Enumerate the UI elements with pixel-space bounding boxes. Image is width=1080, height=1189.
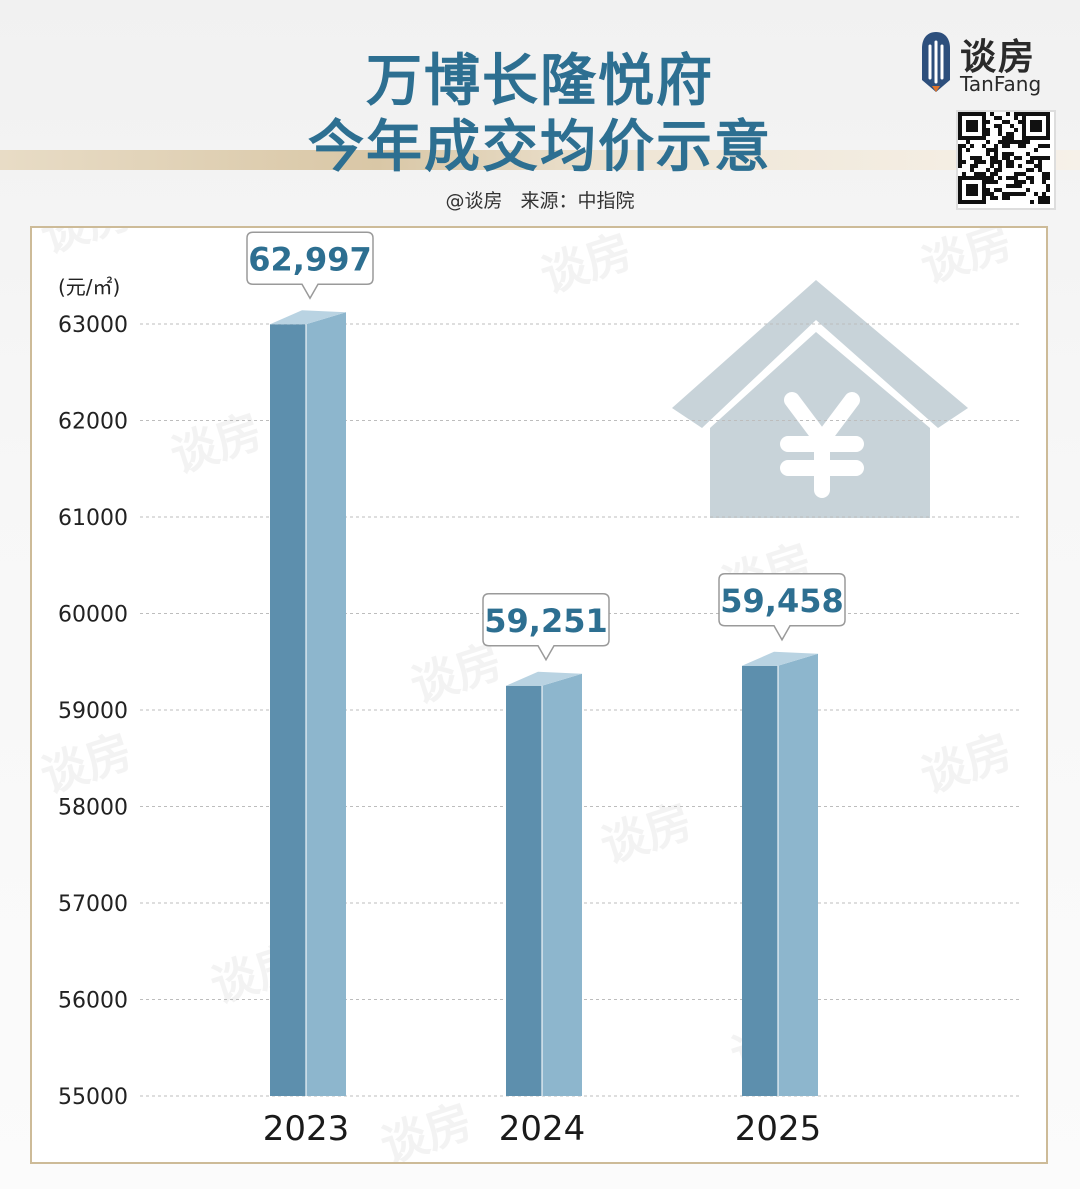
- watermark-text: 谈房: [914, 724, 1018, 804]
- bar-front-face: [506, 685, 542, 1096]
- logo-text-cn: 谈房: [960, 37, 1037, 78]
- house-roof: [672, 280, 968, 428]
- y-tick-label: 61000: [58, 506, 128, 531]
- bar-2025: [742, 651, 818, 1096]
- value-label-callout: 59,458: [718, 573, 846, 642]
- value-label-callout: 59,251: [482, 593, 610, 662]
- watermark-text: 谈房: [594, 794, 698, 874]
- bar-side-face: [542, 673, 582, 1096]
- credit-text: @谈房: [445, 190, 503, 212]
- y-tick-label: 55000: [58, 1085, 128, 1110]
- watermark-text: 谈房: [914, 228, 1018, 293]
- y-tick-label: 58000: [58, 796, 128, 821]
- y-axis-unit-label: (元/㎡): [58, 275, 120, 299]
- watermark-text: 谈房: [164, 404, 268, 484]
- bar-side-face: [778, 653, 818, 1096]
- y-tick-label: 60000: [58, 603, 128, 628]
- y-tick-label: 62000: [58, 410, 128, 435]
- bar-2023: [270, 310, 346, 1096]
- yen-symbol: [780, 392, 864, 498]
- bar-value-label: 59,458: [720, 582, 843, 620]
- callout-box: [718, 573, 846, 642]
- callout-box: [482, 593, 610, 662]
- bar-top-face: [270, 310, 346, 325]
- source-line: @谈房 来源：中指院: [0, 186, 1080, 213]
- qr-code-icon: [958, 112, 1050, 204]
- watermark-text: 谈房: [534, 228, 638, 303]
- chart-panel: 谈房谈房谈房谈房谈房谈房谈房谈房谈房谈房谈房谈房(元/㎡)63000620006…: [30, 226, 1048, 1164]
- watermark-text: 谈房: [34, 724, 138, 804]
- x-category-label: 2025: [735, 1109, 822, 1149]
- yen-bars: [780, 432, 864, 498]
- y-tick-label: 63000: [58, 313, 128, 338]
- bar-top-face: [742, 651, 818, 666]
- callout-box: [246, 231, 374, 300]
- x-category-label: 2023: [263, 1109, 350, 1149]
- watermark-text: 谈房: [34, 228, 138, 263]
- y-tick-label: 59000: [58, 699, 128, 724]
- bar-2024: [506, 671, 582, 1096]
- bar-value-label: 62,997: [248, 240, 371, 278]
- y-tick-label: 57000: [58, 892, 128, 917]
- bar-side-face: [306, 312, 346, 1096]
- source-text: 来源：中指院: [520, 190, 635, 212]
- value-label-callout: 62,997: [246, 231, 374, 300]
- header-band: [0, 150, 1080, 170]
- chart-title-line1: 万博长隆悦府: [366, 49, 714, 114]
- house-yen-icon: [672, 280, 968, 518]
- bar-chart: 谈房谈房谈房谈房谈房谈房谈房谈房谈房谈房谈房谈房(元/㎡)63000620006…: [34, 228, 1020, 1162]
- bar-front-face: [270, 324, 306, 1096]
- bar-front-face: [742, 665, 778, 1096]
- x-category-label: 2024: [499, 1109, 586, 1149]
- qr-code: [956, 110, 1056, 210]
- logo-text-en: TanFang: [960, 72, 1042, 96]
- watermark-text: 谈房: [374, 1094, 478, 1162]
- bar-top-face: [506, 671, 582, 686]
- logo-mark-icon: [922, 32, 950, 92]
- tanfang-logo: 谈房 TanFang: [918, 28, 1068, 98]
- bar-value-label: 59,251: [484, 602, 607, 640]
- y-tick-label: 56000: [58, 989, 128, 1014]
- chart-title-line2: 今年成交均价示意: [308, 115, 772, 180]
